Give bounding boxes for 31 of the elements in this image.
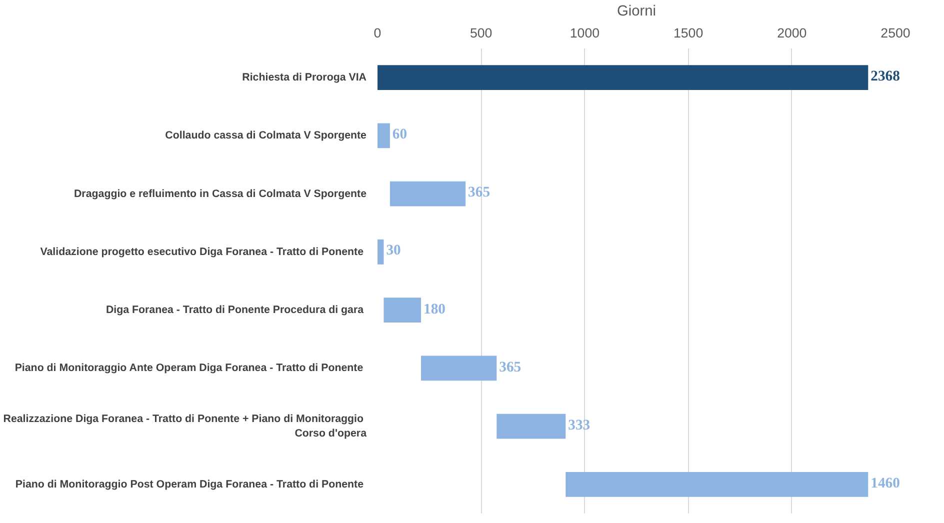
x-tick-label: 0 [374, 26, 382, 40]
x-tick-label: 1000 [570, 26, 600, 40]
bar [390, 181, 466, 206]
bar [384, 298, 422, 323]
bar [496, 414, 566, 439]
x-tick-label: 2000 [777, 26, 807, 40]
data-label: 180 [424, 301, 446, 318]
data-label: 365 [468, 184, 490, 202]
bar [566, 472, 868, 497]
y-tick-label: Collaudo cassa di Colmata V Sporgente [165, 130, 367, 142]
data-label: 333 [568, 417, 590, 434]
x-tick-label: 1500 [673, 26, 704, 40]
y-tick-label: Piano di Monitoraggio Post Operam Diga Foranea - Tratto di Ponente [15, 478, 364, 490]
x-tick-label: 500 [470, 26, 492, 40]
y-tick-label: Diga Foranea - Tratto di Ponente Procedura di gara [106, 304, 364, 316]
y-tick-label: Piano di Monitoraggio Ante Operam Diga Foranea - Tratto di Ponente [14, 362, 364, 374]
data-label: 1460 [870, 475, 900, 492]
y-tick-label: Richiesta di Proroga VIA [242, 72, 367, 84]
data-label: 30 [386, 242, 401, 260]
data-label: 60 [392, 126, 408, 144]
bar [378, 123, 390, 148]
x-axis-title: Giorni [616, 4, 656, 20]
y-tick-label: Dragaggio e refluimento in Cassa di Colmata V Sporgente [74, 188, 367, 200]
data-label: 2368 [870, 68, 900, 86]
x-tick-label: 2500 [880, 26, 910, 40]
y-tick-label: Validazione progetto esecutivo Diga Foranea - Tratto di Ponente [40, 246, 364, 258]
y-tick-label: Realizzazione Diga Foranea - Tratto di Ponente + Piano di Monitoraggio Corso d'opera [3, 413, 367, 440]
bar [421, 356, 497, 381]
bar [378, 239, 384, 264]
bar [378, 65, 868, 90]
data-label: 365 [499, 359, 522, 376]
